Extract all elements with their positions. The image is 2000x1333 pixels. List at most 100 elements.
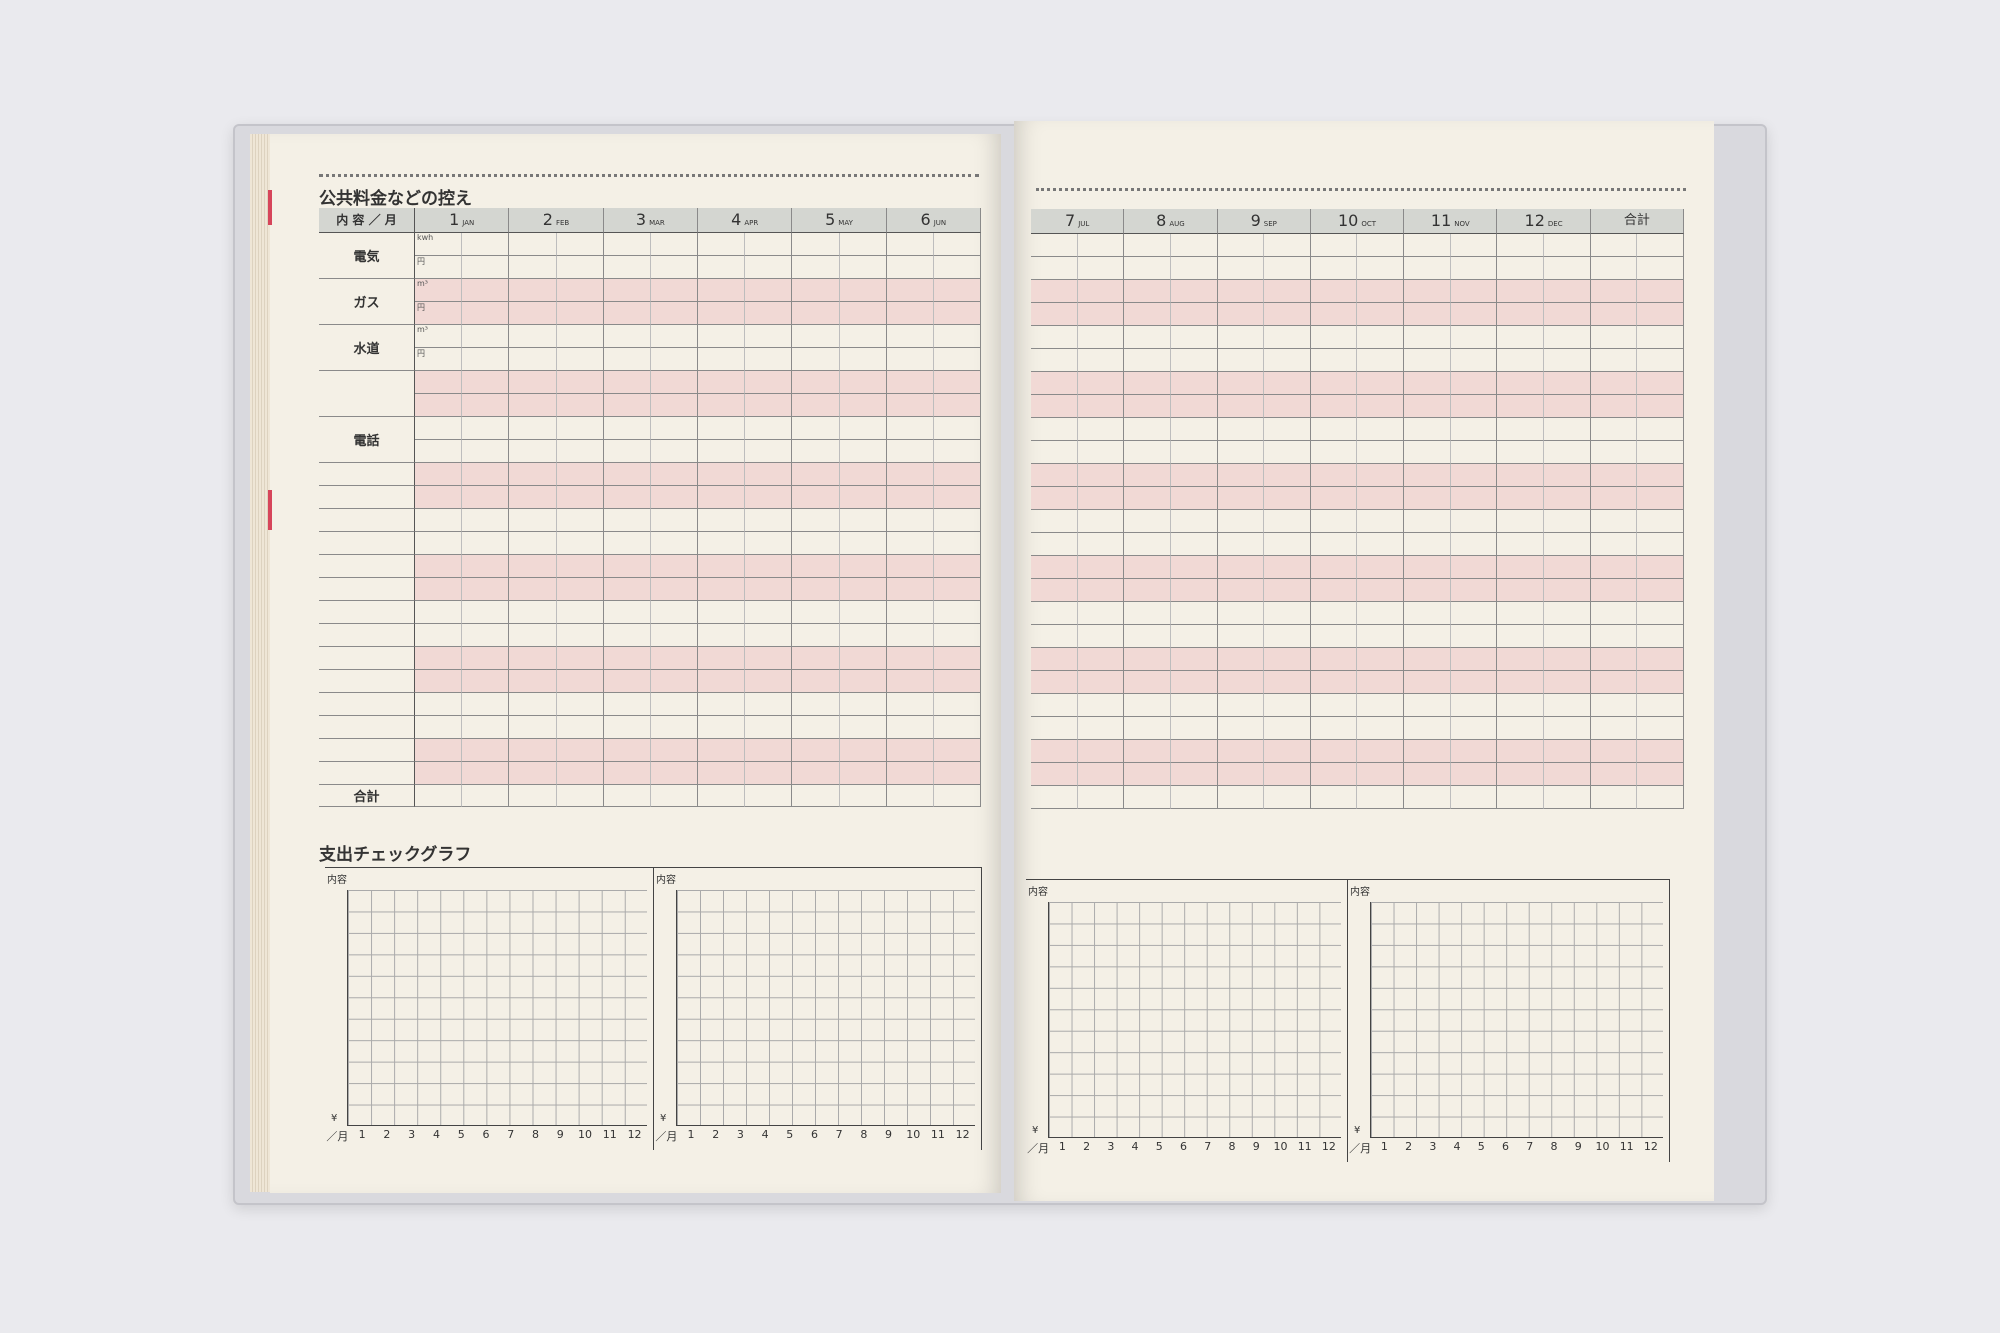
table-cell[interactable] [745, 739, 793, 762]
table-cell[interactable] [462, 302, 510, 325]
table-cell[interactable] [1217, 349, 1265, 372]
table-cell[interactable] [745, 256, 793, 279]
table-cell[interactable] [1031, 763, 1078, 786]
total-cell[interactable] [509, 785, 557, 807]
table-cell[interactable] [1310, 487, 1358, 510]
graph-grid[interactable] [347, 890, 647, 1126]
table-cell[interactable] [462, 279, 510, 302]
table-cell[interactable] [745, 670, 793, 693]
table-cell[interactable] [1310, 740, 1358, 763]
graph-grid[interactable] [1370, 902, 1663, 1138]
table-cell[interactable] [1170, 303, 1218, 326]
table-cell[interactable]: 円 [415, 302, 463, 325]
table-cell[interactable] [603, 348, 651, 371]
table-cell[interactable] [933, 486, 981, 509]
table-cell[interactable] [1031, 579, 1078, 602]
table-cell[interactable] [1031, 648, 1078, 671]
table-cell[interactable] [1124, 303, 1171, 326]
table-cell[interactable] [745, 716, 793, 739]
table-cell[interactable] [1544, 671, 1591, 694]
table-cell[interactable] [1077, 303, 1125, 326]
table-cell[interactable] [556, 670, 604, 693]
table-cell[interactable] [886, 486, 934, 509]
table-cell[interactable] [1310, 418, 1358, 441]
table-cell[interactable] [1264, 648, 1311, 671]
table-cell[interactable] [792, 463, 840, 486]
table-cell[interactable] [1031, 717, 1078, 740]
table-cell[interactable] [509, 739, 557, 762]
table-cell[interactable] [509, 555, 557, 578]
table-cell[interactable] [1264, 372, 1311, 395]
table-cell[interactable] [415, 555, 463, 578]
table-cell[interactable] [745, 693, 793, 716]
table-cell[interactable] [1170, 510, 1218, 533]
table-cell[interactable] [1590, 717, 1638, 740]
table-cell[interactable] [603, 693, 651, 716]
table-cell[interactable] [1170, 671, 1218, 694]
table-cell[interactable] [1124, 487, 1171, 510]
table-cell[interactable] [1077, 464, 1125, 487]
table-cell[interactable] [1264, 510, 1311, 533]
total-cell[interactable] [603, 785, 651, 807]
table-cell[interactable] [745, 348, 793, 371]
table-cell[interactable] [1264, 763, 1311, 786]
table-cell[interactable] [1450, 786, 1498, 809]
table-cell[interactable] [509, 486, 557, 509]
table-cell[interactable] [1217, 579, 1265, 602]
table-cell[interactable] [839, 417, 887, 440]
table-cell[interactable] [839, 279, 887, 302]
table-cell[interactable] [1310, 303, 1358, 326]
table-cell[interactable] [1544, 579, 1591, 602]
table-cell[interactable] [603, 256, 651, 279]
table-cell[interactable] [1450, 395, 1498, 418]
table-cell[interactable] [509, 647, 557, 670]
table-cell[interactable] [603, 440, 651, 463]
table-cell[interactable] [698, 486, 746, 509]
table-cell[interactable] [1497, 372, 1545, 395]
table-cell[interactable] [1544, 418, 1591, 441]
table-cell[interactable] [1031, 234, 1078, 257]
table-cell[interactable] [698, 670, 746, 693]
table-cell[interactable] [603, 509, 651, 532]
table-cell[interactable] [1357, 418, 1405, 441]
table-cell[interactable] [1590, 671, 1638, 694]
table-cell[interactable] [1637, 441, 1684, 464]
table-cell[interactable] [839, 601, 887, 624]
table-cell[interactable] [603, 302, 651, 325]
table-cell[interactable] [556, 624, 604, 647]
table-cell[interactable] [1450, 648, 1498, 671]
table-cell[interactable] [556, 417, 604, 440]
table-cell[interactable] [1170, 257, 1218, 280]
table-cell[interactable] [1590, 418, 1638, 441]
table-cell[interactable] [792, 762, 840, 785]
table-cell[interactable] [1544, 763, 1591, 786]
table-cell[interactable] [839, 624, 887, 647]
table-cell[interactable] [462, 670, 510, 693]
table-cell[interactable] [415, 601, 463, 624]
table-cell[interactable] [1357, 763, 1405, 786]
table-cell[interactable] [933, 670, 981, 693]
table-cell[interactable] [1637, 671, 1684, 694]
table-cell[interactable] [1310, 556, 1358, 579]
table-cell[interactable] [556, 302, 604, 325]
table-cell[interactable] [1544, 257, 1591, 280]
table-cell[interactable] [1077, 625, 1125, 648]
table-cell[interactable] [650, 647, 698, 670]
table-cell[interactable] [1217, 418, 1265, 441]
table-cell[interactable] [1310, 786, 1358, 809]
table-cell[interactable] [462, 325, 510, 348]
table-cell[interactable] [462, 762, 510, 785]
table-cell[interactable] [556, 463, 604, 486]
table-cell[interactable] [698, 578, 746, 601]
table-cell[interactable] [462, 233, 510, 256]
table-cell[interactable]: 円 [415, 348, 463, 371]
table-cell[interactable] [1450, 326, 1498, 349]
table-cell[interactable] [1404, 648, 1451, 671]
table-cell[interactable] [415, 486, 463, 509]
table-cell[interactable] [1124, 740, 1171, 763]
table-cell[interactable] [839, 440, 887, 463]
table-cell[interactable] [462, 463, 510, 486]
table-cell[interactable] [745, 601, 793, 624]
table-cell[interactable] [650, 325, 698, 348]
table-cell[interactable] [415, 371, 463, 394]
